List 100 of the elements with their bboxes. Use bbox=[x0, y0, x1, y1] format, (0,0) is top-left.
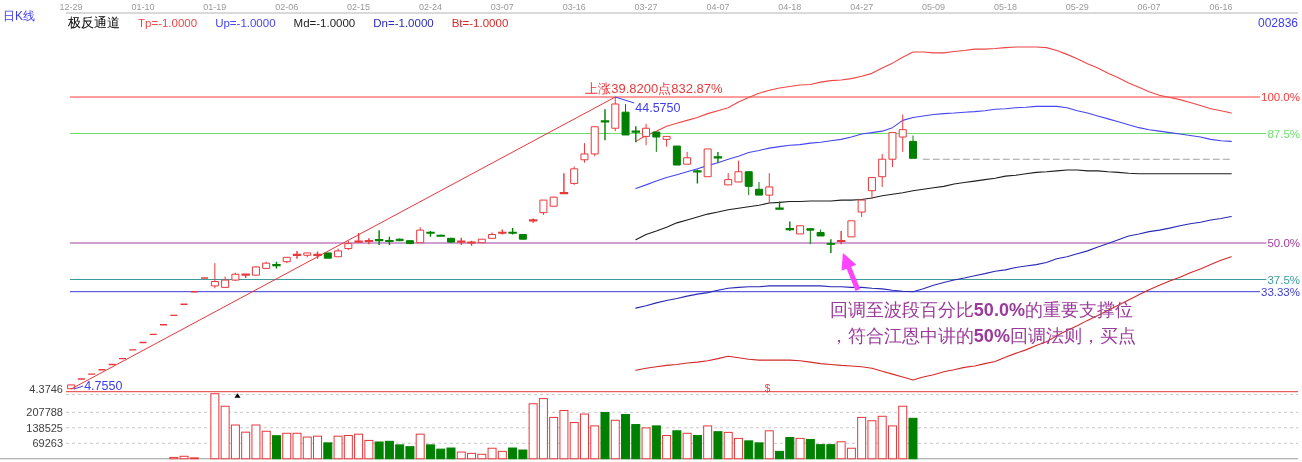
bar bbox=[764, 430, 774, 460]
ref-line-label: 37.5% bbox=[1267, 273, 1300, 286]
x-tick-label: 01-10 bbox=[131, 2, 155, 12]
y-tick-label: 69263 bbox=[32, 437, 63, 450]
candlestick bbox=[323, 252, 332, 259]
candlestick bbox=[426, 230, 435, 238]
x-tick-label: 02-06 bbox=[275, 2, 299, 12]
candlestick bbox=[867, 177, 876, 200]
candlestick bbox=[600, 108, 610, 141]
candlestick bbox=[528, 217, 538, 224]
candlestick bbox=[467, 239, 476, 247]
x-tick-label: 05-29 bbox=[1065, 2, 1089, 12]
x-tick-label: 05-18 bbox=[993, 2, 1017, 12]
x-tick-label: 03-16 bbox=[562, 2, 586, 12]
candlestick bbox=[221, 276, 230, 288]
candlestick bbox=[457, 237, 466, 246]
ref-line-label: 33.33% bbox=[1260, 285, 1300, 298]
candlestick bbox=[570, 166, 579, 186]
bar bbox=[682, 432, 692, 460]
x-tick-label: 06-07 bbox=[1137, 2, 1161, 12]
candlestick bbox=[416, 226, 425, 244]
candlestick bbox=[703, 148, 712, 178]
candlestick bbox=[672, 145, 681, 166]
candlestick bbox=[272, 260, 281, 270]
text: Up=-1.0000 bbox=[215, 17, 276, 29]
candlestick bbox=[344, 240, 353, 251]
candlestick bbox=[621, 103, 630, 136]
candlestick bbox=[806, 227, 815, 245]
y-tick-label: 207788 bbox=[26, 406, 63, 419]
bar bbox=[662, 435, 672, 460]
candlestick bbox=[262, 261, 271, 269]
chart-title: 日K线 bbox=[3, 9, 36, 23]
annotation: 44.5750 bbox=[635, 101, 681, 115]
bar bbox=[271, 435, 281, 460]
y-tick-label: 138525 bbox=[26, 421, 63, 434]
candlestick bbox=[436, 233, 445, 238]
bar bbox=[610, 419, 620, 460]
bar bbox=[672, 430, 682, 460]
candlestick bbox=[898, 114, 907, 153]
candlestick bbox=[282, 256, 291, 264]
bar bbox=[323, 442, 333, 460]
candlestick bbox=[334, 248, 343, 258]
candlestick bbox=[836, 230, 846, 245]
annotation: $ bbox=[764, 383, 771, 394]
ref-line-label: 50.0% bbox=[1267, 237, 1300, 249]
candlestick bbox=[354, 232, 363, 244]
candlestick bbox=[508, 227, 517, 236]
candlestick bbox=[374, 229, 384, 246]
candlestick bbox=[642, 123, 651, 146]
x-tick-label: 12-29 bbox=[59, 2, 83, 12]
candlestick bbox=[744, 171, 753, 196]
candlestick bbox=[559, 172, 569, 195]
text: 002836 bbox=[1257, 16, 1299, 30]
x-tick-label: 02-15 bbox=[347, 2, 371, 12]
text: Tp=-1.0000 bbox=[138, 17, 198, 29]
candlestick bbox=[292, 250, 302, 260]
bar bbox=[908, 417, 918, 460]
candlestick bbox=[857, 199, 866, 218]
candlestick bbox=[785, 220, 794, 232]
x-tick-label: 03-27 bbox=[634, 2, 658, 12]
candlestick bbox=[580, 142, 589, 164]
candlestick bbox=[549, 196, 558, 207]
legend-title: 极反通道 bbox=[67, 15, 120, 30]
candlestick bbox=[364, 237, 374, 245]
bar bbox=[651, 425, 661, 460]
bar bbox=[415, 433, 425, 460]
bar bbox=[600, 411, 610, 460]
candlestick bbox=[755, 181, 763, 196]
candlestick bbox=[775, 200, 784, 210]
candlestick bbox=[724, 172, 733, 186]
candlestick bbox=[631, 125, 640, 143]
x-tick-label: 05-09 bbox=[922, 2, 946, 12]
x-tick-label: 01-19 bbox=[203, 2, 227, 12]
x-tick-label: 04-18 bbox=[778, 2, 802, 12]
candlestick bbox=[488, 231, 497, 239]
annotation: 上涨39.8200点832.87% bbox=[585, 81, 724, 96]
candlestick bbox=[878, 153, 887, 188]
candlestick bbox=[518, 233, 527, 241]
candlestick bbox=[385, 236, 394, 246]
candlestick bbox=[405, 240, 414, 245]
candlestick bbox=[826, 238, 836, 254]
bar bbox=[795, 437, 805, 460]
x-tick-label: 02-24 bbox=[418, 2, 442, 12]
candlestick bbox=[734, 160, 743, 183]
candlestick bbox=[590, 126, 599, 157]
candlestick bbox=[210, 262, 219, 289]
candlestick bbox=[765, 172, 774, 204]
candlestick bbox=[683, 151, 692, 165]
candlestick bbox=[303, 252, 312, 258]
text: Dn=-1.0000 bbox=[373, 17, 434, 29]
candlestick bbox=[477, 238, 486, 244]
candlestick bbox=[447, 237, 455, 244]
annotation: 4.7550 bbox=[84, 379, 123, 393]
candlestick bbox=[539, 199, 548, 216]
candlestick bbox=[713, 151, 723, 164]
bar bbox=[703, 425, 713, 460]
text: Md=-1.0000 bbox=[293, 17, 356, 29]
candlestick bbox=[251, 265, 260, 277]
bar bbox=[713, 431, 723, 460]
bar bbox=[641, 427, 651, 460]
